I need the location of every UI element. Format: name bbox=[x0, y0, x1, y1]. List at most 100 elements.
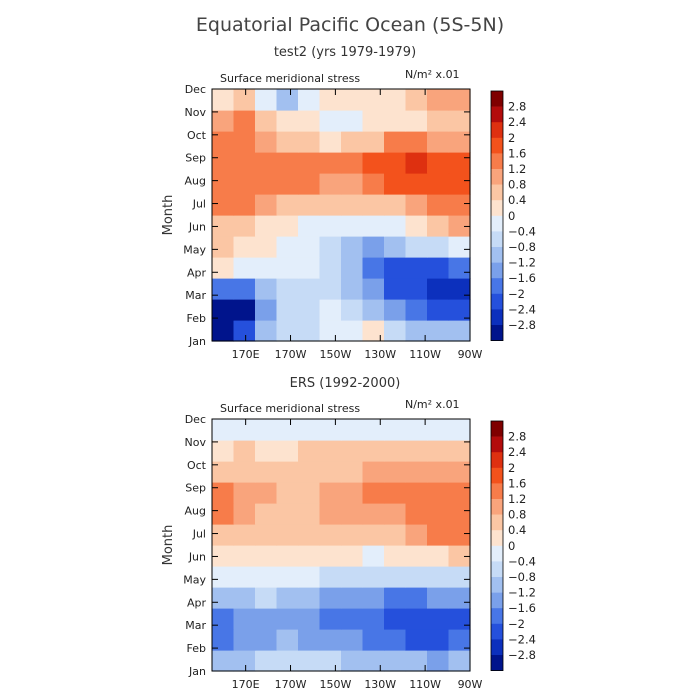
figure-title: Equatorial Pacific Ocean (5S-5N) bbox=[196, 14, 504, 36]
panel-2-field bbox=[212, 419, 471, 672]
cell-sep-165e bbox=[233, 482, 256, 504]
y-tick-label: Nov bbox=[185, 106, 207, 119]
cell-jan-165e bbox=[233, 320, 256, 342]
cell-jul-145w bbox=[341, 524, 364, 546]
panel-1-field bbox=[212, 89, 471, 342]
cell-may-135w bbox=[362, 236, 385, 258]
cell-apr-155w bbox=[319, 587, 342, 609]
x-tick-label: 110W bbox=[409, 678, 441, 691]
colorbar-swatch bbox=[491, 530, 503, 547]
panel-1-ylabel: Month bbox=[161, 195, 176, 236]
cell-feb-165w bbox=[298, 299, 321, 321]
panel-1-frame bbox=[211, 88, 471, 342]
colorbar-label: −2.4 bbox=[508, 632, 536, 646]
x-tick-label: 90W bbox=[458, 678, 483, 691]
colorbar-swatch bbox=[491, 137, 503, 154]
cell-sep-145w bbox=[341, 482, 364, 504]
colorbar-swatch bbox=[491, 436, 503, 453]
cell-nov-175e bbox=[255, 440, 278, 462]
cell-oct-115w bbox=[405, 131, 428, 153]
colorbar-swatch bbox=[491, 91, 503, 107]
cell-apr-155e bbox=[212, 257, 235, 279]
cell-oct-165w bbox=[298, 461, 321, 483]
colorbar-label: 1.2 bbox=[508, 492, 526, 506]
cell-may-175e bbox=[255, 236, 278, 258]
cell-jan-115w bbox=[405, 320, 428, 342]
colorbar-swatch bbox=[491, 247, 503, 263]
cell-jul-165w bbox=[298, 194, 321, 216]
cell-dec-165e bbox=[233, 419, 256, 441]
cell-oct-155w bbox=[319, 131, 342, 153]
cell-apr-165e bbox=[233, 587, 256, 609]
cell-dec-155w bbox=[319, 419, 342, 441]
cell-sep-105w bbox=[427, 152, 450, 174]
x-tick-label: 130W bbox=[364, 678, 396, 691]
cell-dec-155w bbox=[319, 89, 342, 111]
panel-2-colorbar: 2.82.421.61.20.80.40−0.4−0.8−1.2−1.6−2−2… bbox=[490, 420, 536, 672]
cell-nov-155w bbox=[319, 440, 342, 462]
cell-dec-145w bbox=[341, 89, 364, 111]
cell-jul-105w bbox=[427, 194, 450, 216]
cell-may-165w bbox=[298, 236, 321, 258]
colorbar-label: −2 bbox=[508, 617, 525, 631]
cell-nov-125w bbox=[384, 440, 407, 462]
cell-oct-155e bbox=[212, 131, 235, 153]
cell-sep-95w bbox=[448, 482, 471, 504]
cell-mar-115w bbox=[405, 608, 428, 630]
cell-feb-155e bbox=[212, 299, 235, 321]
cell-oct-105w bbox=[427, 131, 450, 153]
y-tick-label: Mar bbox=[185, 289, 206, 302]
x-tick-label: 130W bbox=[364, 348, 396, 361]
cell-jul-175e bbox=[255, 194, 278, 216]
cell-nov-175e bbox=[255, 110, 278, 132]
cell-may-125w bbox=[384, 236, 407, 258]
cell-dec-155e bbox=[212, 89, 235, 111]
cell-aug-125w bbox=[384, 173, 407, 195]
y-tick-label: Jul bbox=[192, 528, 206, 541]
x-tick-label: 150W bbox=[319, 348, 351, 361]
cell-mar-165w bbox=[298, 608, 321, 630]
colorbar-label: −2.8 bbox=[508, 648, 536, 662]
cell-feb-95w bbox=[448, 629, 471, 651]
cell-jun-135w bbox=[362, 545, 385, 567]
cell-nov-165w bbox=[298, 440, 321, 462]
cell-nov-165e bbox=[233, 110, 256, 132]
cell-jan-165w bbox=[298, 320, 321, 342]
colorbar-swatch bbox=[491, 293, 503, 310]
cell-nov-155e bbox=[212, 440, 235, 462]
colorbar-label: 2.4 bbox=[508, 115, 526, 129]
cell-aug-135w bbox=[362, 503, 385, 525]
cell-dec-175w bbox=[276, 89, 299, 111]
y-tick-label: Oct bbox=[187, 459, 207, 472]
cell-mar-165w bbox=[298, 278, 321, 300]
y-tick-label: Jun bbox=[188, 550, 206, 563]
cell-jan-155e bbox=[212, 320, 235, 342]
cell-oct-125w bbox=[384, 131, 407, 153]
colorbar-label: 1.2 bbox=[508, 162, 526, 176]
cell-aug-175w bbox=[276, 503, 299, 525]
cell-may-155w bbox=[319, 566, 342, 588]
cell-jun-145w bbox=[341, 215, 364, 237]
cell-jan-135w bbox=[362, 650, 385, 672]
panel-1-units: N/m² x.01 bbox=[405, 68, 460, 81]
cell-aug-145w bbox=[341, 173, 364, 195]
cell-apr-115w bbox=[405, 257, 428, 279]
y-tick-label: Apr bbox=[187, 596, 207, 609]
cell-mar-155e bbox=[212, 608, 235, 630]
cell-jul-155w bbox=[319, 194, 342, 216]
cell-sep-175w bbox=[276, 482, 299, 504]
colorbar-swatch bbox=[491, 421, 503, 437]
y-tick-label: Nov bbox=[185, 436, 207, 449]
cell-apr-175e bbox=[255, 587, 278, 609]
y-tick-label: Feb bbox=[187, 642, 206, 655]
y-tick-label: May bbox=[183, 243, 206, 256]
y-tick-label: Mar bbox=[185, 619, 206, 632]
cell-sep-155e bbox=[212, 482, 235, 504]
x-tick-label: 90W bbox=[458, 348, 483, 361]
cell-oct-135w bbox=[362, 131, 385, 153]
cell-oct-175e bbox=[255, 461, 278, 483]
colorbar-swatch bbox=[491, 483, 503, 500]
cell-jul-135w bbox=[362, 524, 385, 546]
cell-nov-175w bbox=[276, 110, 299, 132]
cell-mar-175w bbox=[276, 608, 299, 630]
